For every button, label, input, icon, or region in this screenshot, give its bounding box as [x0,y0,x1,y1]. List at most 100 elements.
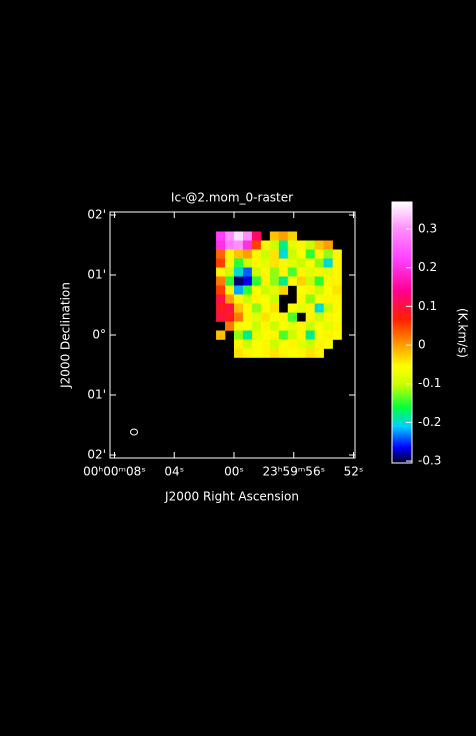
raster-cell [287,339,298,349]
raster-cell [233,348,244,358]
raster-cell [323,249,333,259]
raster-cell [242,231,253,241]
raster-cell [305,303,315,313]
raster-cell [216,240,226,250]
raster-cell [296,321,307,331]
raster-cell [314,249,324,259]
raster-cell [305,339,315,349]
raster-cell [225,231,235,241]
beam [130,428,138,436]
raster-cell [269,231,280,241]
raster-cell [305,240,315,250]
raster-cell [323,240,333,250]
raster-cell [323,303,333,313]
raster-cell [269,330,280,340]
raster-cell [332,249,342,259]
y-tick-label: 02' [87,448,106,462]
raster-cell [242,285,253,295]
raster-cell [305,249,315,259]
raster-cell [269,294,280,304]
raster-cell [332,330,342,340]
raster-cell [296,330,307,340]
raster-cell [305,312,315,322]
raster-cell [287,231,298,241]
raster-cell [296,258,307,268]
raster-cell [287,303,298,313]
raster-cell [251,312,262,322]
raster-cell [225,321,235,331]
raster-cell [233,303,244,313]
raster-cell [323,330,333,340]
raster-cell [233,294,244,304]
raster-cell [251,240,262,250]
colorbar-tick-label: -0.3 [418,454,441,468]
raster-cell [260,285,271,295]
colorbar-tick-label: 0.3 [418,222,437,236]
raster-cell [323,267,333,277]
raster-cell [296,249,307,259]
raster-cell [251,249,262,259]
raster-cell [332,258,342,268]
raster-cell [296,303,307,313]
raster-cell [314,258,324,268]
raster-cell [332,303,342,313]
raster-cell [225,249,235,259]
raster-cell [287,330,298,340]
raster-cell [233,285,244,295]
raster-cell [269,258,280,268]
raster-cell [269,276,280,286]
raster-cell [242,303,253,313]
colorbar [391,201,413,464]
raster-cell [332,267,342,277]
raster-cell [216,258,226,268]
raster-cell [332,285,342,295]
raster-cell [305,348,315,358]
raster-cell [314,303,324,313]
raster-cell [278,339,289,349]
raster-cell [251,285,262,295]
raster-cell [296,294,307,304]
raster-cell [216,276,226,286]
colorbar-tick-label: 0 [418,338,426,352]
raster-cell [242,348,253,358]
raster-cell [242,258,253,268]
raster-cell [296,276,307,286]
raster-cell [314,330,324,340]
raster-cell [287,312,298,322]
raster-cell [242,294,253,304]
raster-cell [332,294,342,304]
raster-cell [278,231,289,241]
raster-cell [233,240,244,250]
raster-cell [242,312,253,322]
raster-cell [242,321,253,331]
raster-cell [260,294,271,304]
raster-cell [242,276,253,286]
raster-cell [287,267,298,277]
raster-cell [314,339,324,349]
raster-cell [323,321,333,331]
y-tick-label: 0° [92,328,106,342]
raster-cell [323,312,333,322]
raster-cell [216,267,226,277]
raster-cell [251,276,262,286]
raster-cell [233,249,244,259]
raster-cell [332,312,342,322]
raster-cell [269,249,280,259]
raster-cell [287,249,298,259]
x-tick-label: 04ˢ [164,465,184,479]
raster-cell [225,294,235,304]
raster-cell [233,276,244,286]
raster-cell [278,348,289,358]
raster-cell [251,330,262,340]
raster-cell [269,267,280,277]
raster-cell [287,258,298,268]
raster-cell [251,339,262,349]
raster-cell [314,312,324,322]
x-tick-label: 00ˢ [224,465,244,479]
raster-cell [216,312,226,322]
raster-cell [225,303,235,313]
raster-cell [314,285,324,295]
raster-cell [251,258,262,268]
raster-cell [242,330,253,340]
raster-cell [269,321,280,331]
